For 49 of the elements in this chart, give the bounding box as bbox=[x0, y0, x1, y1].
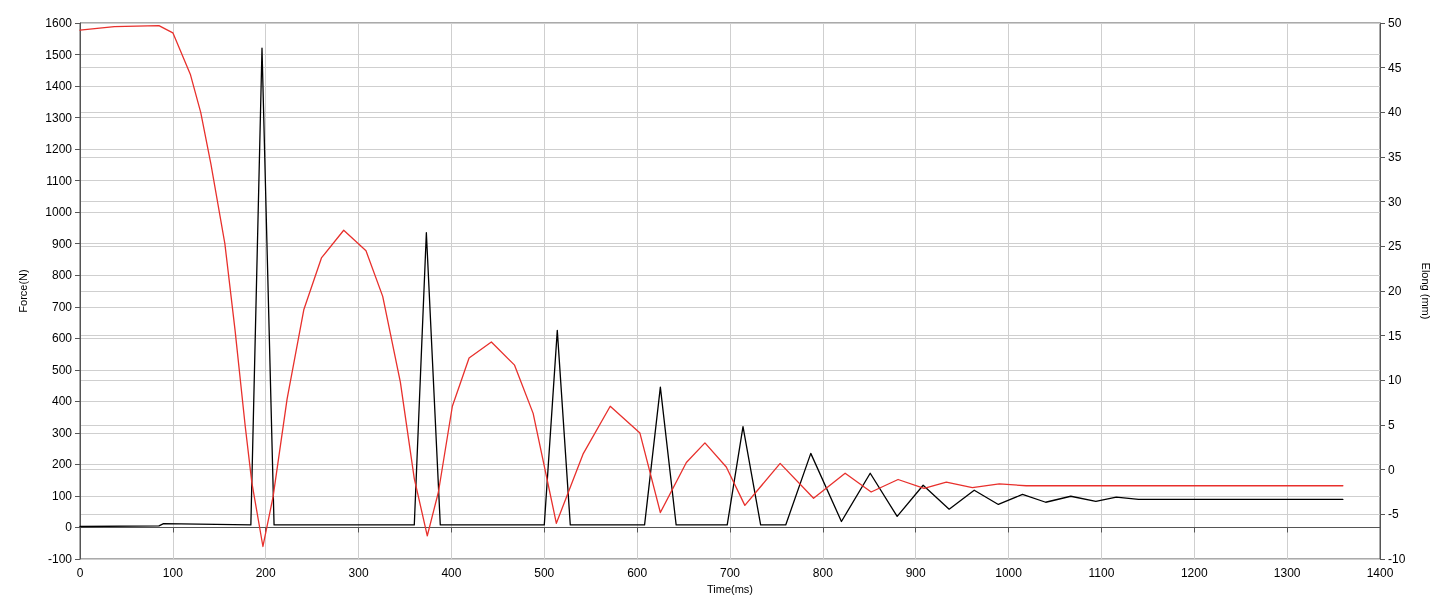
y-tick-label: 900 bbox=[51, 236, 73, 251]
y-tick-label: -100 bbox=[47, 552, 73, 566]
y-tick-label: 1600 bbox=[45, 16, 73, 30]
x-tick-label: 1000 bbox=[995, 566, 1023, 580]
x-tick-label: 300 bbox=[348, 566, 369, 580]
x-tick-label: 200 bbox=[255, 566, 277, 580]
y2-axis-title: Elong (mm) bbox=[1419, 262, 1432, 320]
y2-tick-label: -5 bbox=[1388, 507, 1399, 522]
y-tick-label: 400 bbox=[51, 394, 73, 409]
x-tick-label: 1400 bbox=[1366, 566, 1394, 580]
y-tick-label: 100 bbox=[51, 488, 73, 503]
x-tick-label: 800 bbox=[812, 566, 834, 580]
y-tick-label: 0 bbox=[65, 520, 73, 535]
y2-tick-label: 45 bbox=[1388, 60, 1402, 75]
y2-tick-label: 50 bbox=[1388, 16, 1402, 30]
y2-tick-label: 25 bbox=[1388, 239, 1402, 254]
x-tick-label: 500 bbox=[534, 566, 555, 580]
x-tick-label: 400 bbox=[441, 566, 462, 580]
y-tick-label: 1300 bbox=[45, 110, 73, 125]
y-tick-label: 800 bbox=[51, 268, 73, 283]
y2-tick-label: 20 bbox=[1388, 284, 1402, 298]
y-tick-label: 200 bbox=[51, 457, 73, 472]
y-tick-label: 1500 bbox=[45, 47, 73, 62]
y-tick-label: 1200 bbox=[45, 142, 73, 157]
y-tick-label: 600 bbox=[51, 331, 73, 346]
x-tick-label: 1200 bbox=[1180, 566, 1208, 580]
x-tick-label: 700 bbox=[719, 566, 741, 580]
x-axis-title: Time(ms) bbox=[706, 583, 754, 596]
x-tick-label: 1300 bbox=[1273, 566, 1301, 580]
x-tick-label: 100 bbox=[162, 566, 184, 580]
y2-tick-label: 0 bbox=[1388, 462, 1395, 477]
y-axis-title: Force(N) bbox=[16, 269, 29, 313]
x-tick-label: 0 bbox=[76, 566, 84, 580]
y-tick-label: 300 bbox=[51, 425, 73, 440]
y2-tick-label: 30 bbox=[1388, 194, 1402, 209]
y2-tick-label: 35 bbox=[1388, 150, 1402, 164]
x-tick-label: 1100 bbox=[1088, 566, 1115, 580]
y2-tick-label: 15 bbox=[1388, 328, 1402, 343]
y-tick-label: 1000 bbox=[45, 205, 73, 220]
y-tick-label: 1100 bbox=[46, 173, 73, 188]
x-tick-label: 900 bbox=[905, 566, 927, 580]
y-tick-label: 1400 bbox=[45, 79, 73, 94]
x-tick-label: 600 bbox=[627, 566, 648, 580]
y2-tick-label: 40 bbox=[1388, 105, 1402, 120]
y2-tick-label: 10 bbox=[1388, 373, 1402, 388]
y2-tick-label: 5 bbox=[1388, 418, 1395, 432]
y-tick-label: 700 bbox=[51, 299, 73, 314]
y-tick-label: 500 bbox=[51, 362, 73, 377]
y2-tick-label: -10 bbox=[1388, 552, 1406, 566]
